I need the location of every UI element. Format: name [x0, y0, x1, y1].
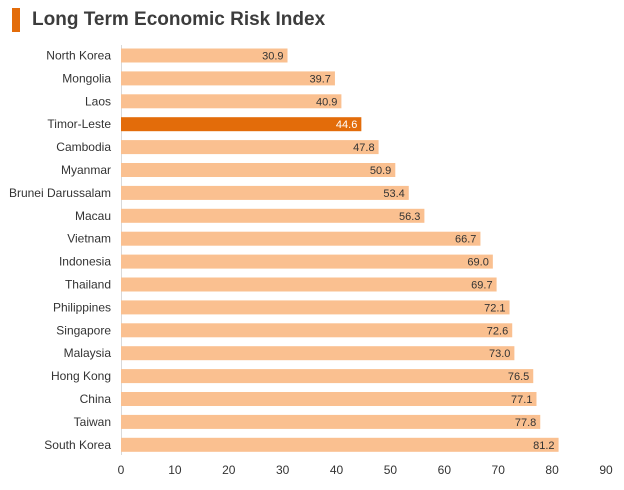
data-label: 69.7: [471, 280, 492, 292]
category-label: China: [80, 392, 112, 406]
x-tick-label: 50: [384, 463, 398, 477]
data-label: 77.8: [515, 417, 536, 429]
bar: [121, 346, 515, 361]
x-tick-label: 40: [330, 463, 344, 477]
bar: [121, 437, 559, 452]
category-label: Timor-Leste: [47, 117, 111, 131]
category-label: Indonesia: [59, 255, 111, 269]
title-accent-bar: [12, 8, 20, 32]
x-tick-label: 20: [222, 463, 236, 477]
bar: [121, 163, 396, 177]
category-label: Thailand: [65, 278, 111, 292]
bar: [121, 231, 481, 246]
category-label: Hong Kong: [51, 369, 111, 383]
data-label: 40.9: [316, 96, 337, 108]
bar: [121, 71, 335, 86]
data-label: 72.1: [484, 302, 505, 314]
data-label: 76.5: [508, 371, 529, 383]
category-label: Mongolia: [62, 71, 111, 85]
data-label: 81.2: [533, 440, 554, 452]
data-label: 53.4: [383, 188, 404, 200]
data-label: 69.0: [467, 257, 488, 269]
category-label: South Korea: [44, 438, 111, 452]
data-label: 30.9: [262, 51, 283, 63]
data-label: 72.6: [487, 325, 508, 337]
data-label: 47.8: [353, 142, 374, 154]
category-label: Vietnam: [67, 232, 111, 246]
x-tick-label: 10: [168, 463, 182, 477]
bar: [121, 369, 534, 384]
bar: [121, 414, 541, 429]
x-tick-label: 80: [545, 463, 559, 477]
data-label: 44.6: [336, 119, 357, 131]
x-tick-label: 0: [118, 463, 125, 477]
x-tick-label: 70: [492, 463, 506, 477]
category-label: North Korea: [46, 49, 111, 63]
chart-title: Long Term Economic Risk Index: [32, 9, 326, 30]
x-tick-label: 30: [276, 463, 290, 477]
bar: [121, 300, 510, 315]
data-label: 50.9: [370, 165, 391, 177]
x-tick-label: 90: [599, 463, 613, 477]
data-label: 66.7: [455, 234, 476, 246]
bar: [121, 277, 497, 292]
data-label: 39.7: [310, 73, 331, 85]
category-label: Philippines: [53, 300, 111, 314]
category-label: Singapore: [56, 323, 111, 337]
bar: [121, 392, 537, 406]
x-tick-label: 60: [438, 463, 452, 477]
bar-highlighted: [121, 117, 362, 132]
category-label: Taiwan: [74, 415, 111, 429]
category-label: Brunei Darussalam: [9, 186, 111, 200]
bar: [121, 254, 493, 269]
category-label: Malaysia: [64, 346, 112, 360]
bar: [121, 94, 342, 109]
bar: [121, 48, 288, 63]
bar: [121, 208, 425, 223]
category-label: Myanmar: [61, 163, 111, 177]
data-label: 56.3: [399, 211, 420, 223]
category-label: Cambodia: [56, 140, 111, 154]
category-label: Macau: [75, 209, 111, 223]
category-label: Laos: [85, 94, 111, 108]
data-label: 73.0: [489, 348, 510, 360]
bar: [121, 323, 513, 338]
bar: [121, 140, 379, 155]
bar: [121, 185, 409, 200]
chart-header: Long Term Economic Risk Index: [12, 8, 325, 32]
data-label: 77.1: [511, 394, 532, 406]
